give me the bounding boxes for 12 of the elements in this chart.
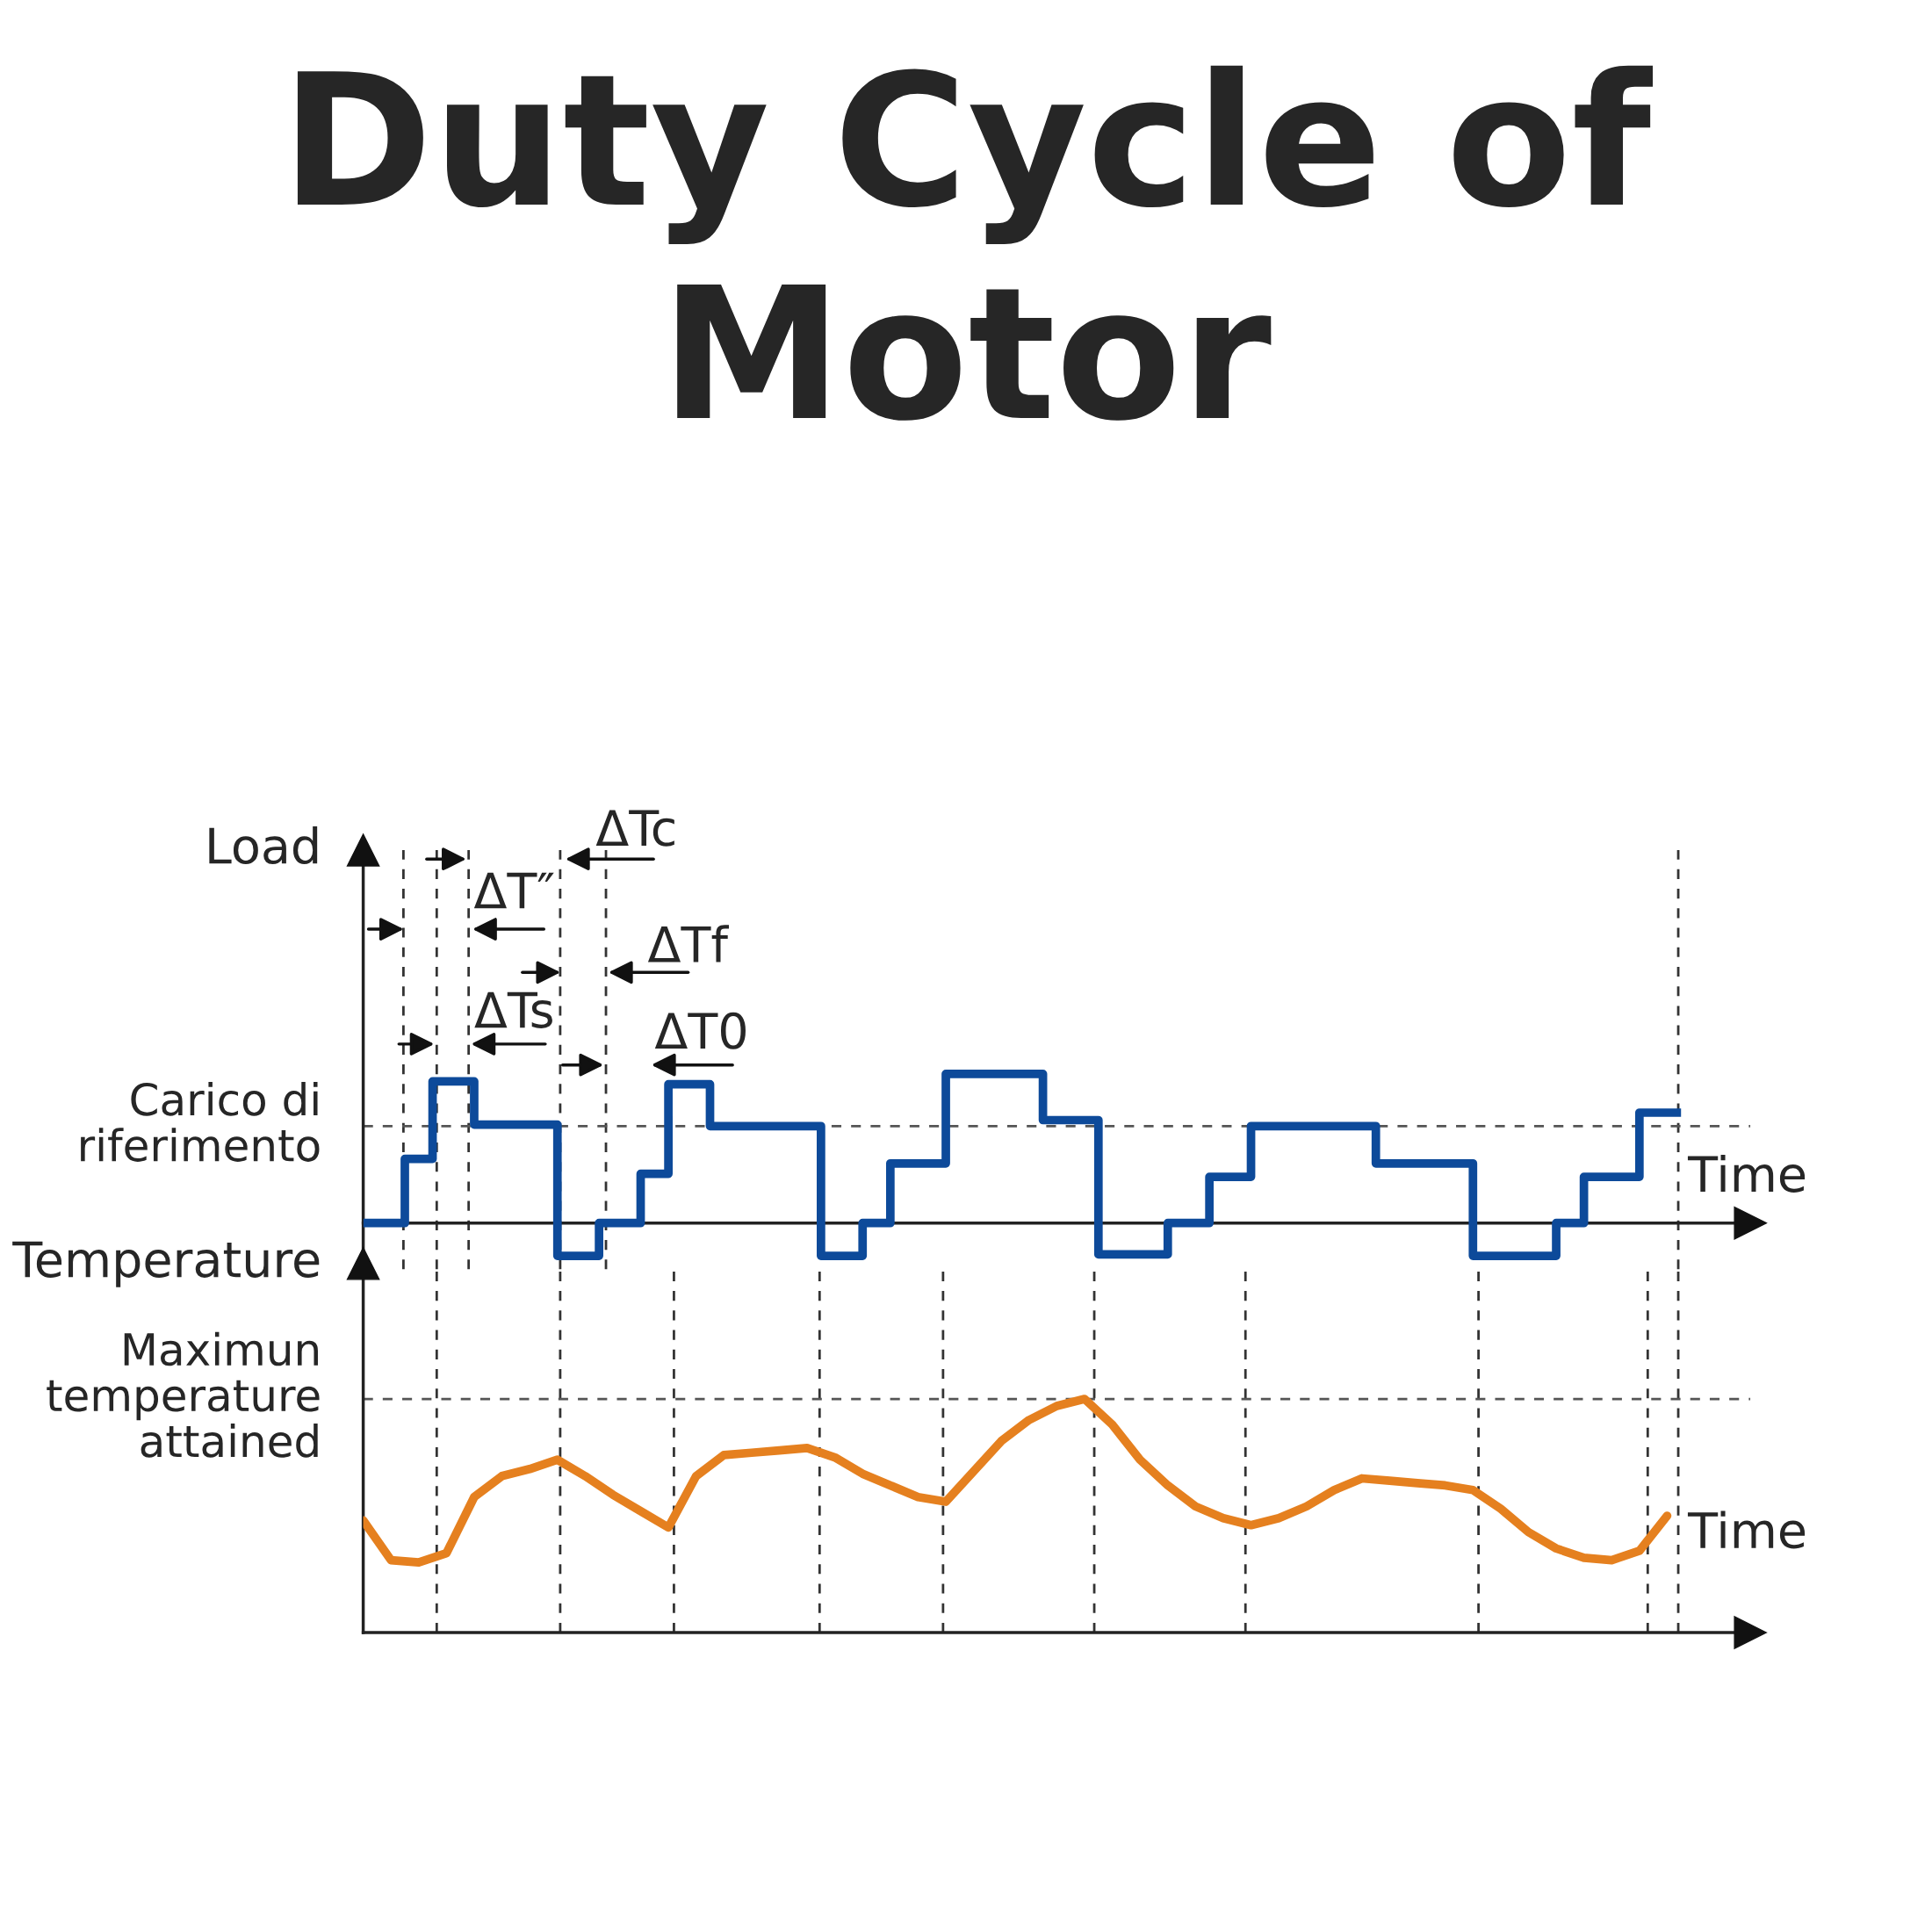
y-axis-title: Load: [209, 826, 318, 865]
text: ΔT0: [654, 1012, 746, 1049]
y-axis-title: Temperature: [12, 1241, 320, 1287]
x-axis-title: Time: [1687, 1154, 1806, 1193]
ref-line-label: Carico di riferimento: [81, 1082, 320, 1162]
chart-title: Duty Cycle of Motor: [297, 65, 1654, 421]
text: ΔTs: [474, 991, 552, 1028]
ref-line-label: Maximun temperature attained: [47, 1331, 320, 1458]
text: ΔT″: [473, 872, 554, 909]
text: ΔTc: [595, 810, 674, 847]
x-axis-title: Time: [1687, 1510, 1806, 1549]
text: ΔTf: [647, 925, 730, 962]
